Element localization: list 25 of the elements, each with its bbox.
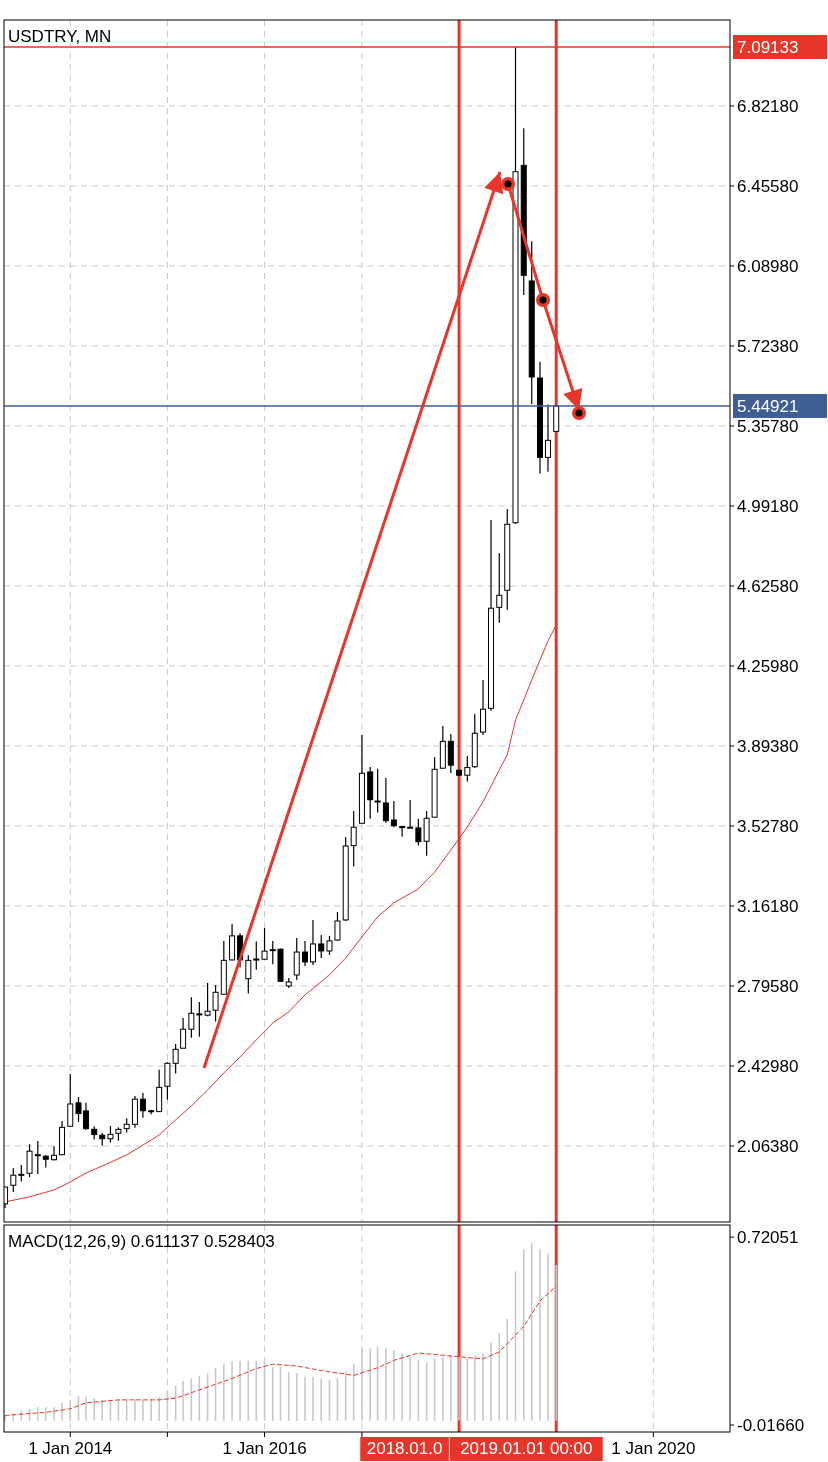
ref-line-label: 5.44921: [737, 396, 799, 416]
y-tick-label: 6.45580: [737, 176, 799, 196]
y-tick-label: 5.35780: [737, 416, 799, 436]
y-tick-label: 4.25980: [737, 656, 799, 676]
y-tick-label: 3.89380: [737, 736, 799, 756]
y-tick-label: 6.82180: [737, 96, 799, 116]
y-tick-label: -0.01660: [737, 1415, 805, 1435]
y-tick-label: 2.06380: [737, 1136, 799, 1156]
ref-line-label: 7.09133: [737, 37, 799, 57]
y-tick-label: 6.08980: [737, 256, 799, 276]
y-tick-label: 4.62580: [737, 576, 799, 596]
y-tick-label: 3.16180: [737, 896, 799, 916]
x-tick-label: 1 Jan 2020: [611, 1439, 696, 1458]
x-tick-label: 1 Jan 2016: [222, 1439, 307, 1458]
y-tick-label: 4.99180: [737, 496, 799, 516]
ref-line-label: 2018.01.0: [366, 1439, 443, 1458]
chart-title: USDTRY, MN: [8, 27, 112, 46]
ref-line-label: 2019.01.01 00:00: [460, 1439, 593, 1458]
y-tick-label: 2.42980: [737, 1056, 799, 1076]
x-tick-label: 1 Jan 2014: [28, 1439, 113, 1458]
y-tick-label: 2.79580: [737, 976, 799, 996]
y-tick-label: 5.72380: [737, 336, 799, 356]
y-tick-label: 0.72051: [737, 1228, 799, 1248]
y-tick-label: 3.52780: [737, 816, 799, 836]
chart-title: MACD(12,26,9) 0.611137 0.528403: [8, 1232, 275, 1251]
